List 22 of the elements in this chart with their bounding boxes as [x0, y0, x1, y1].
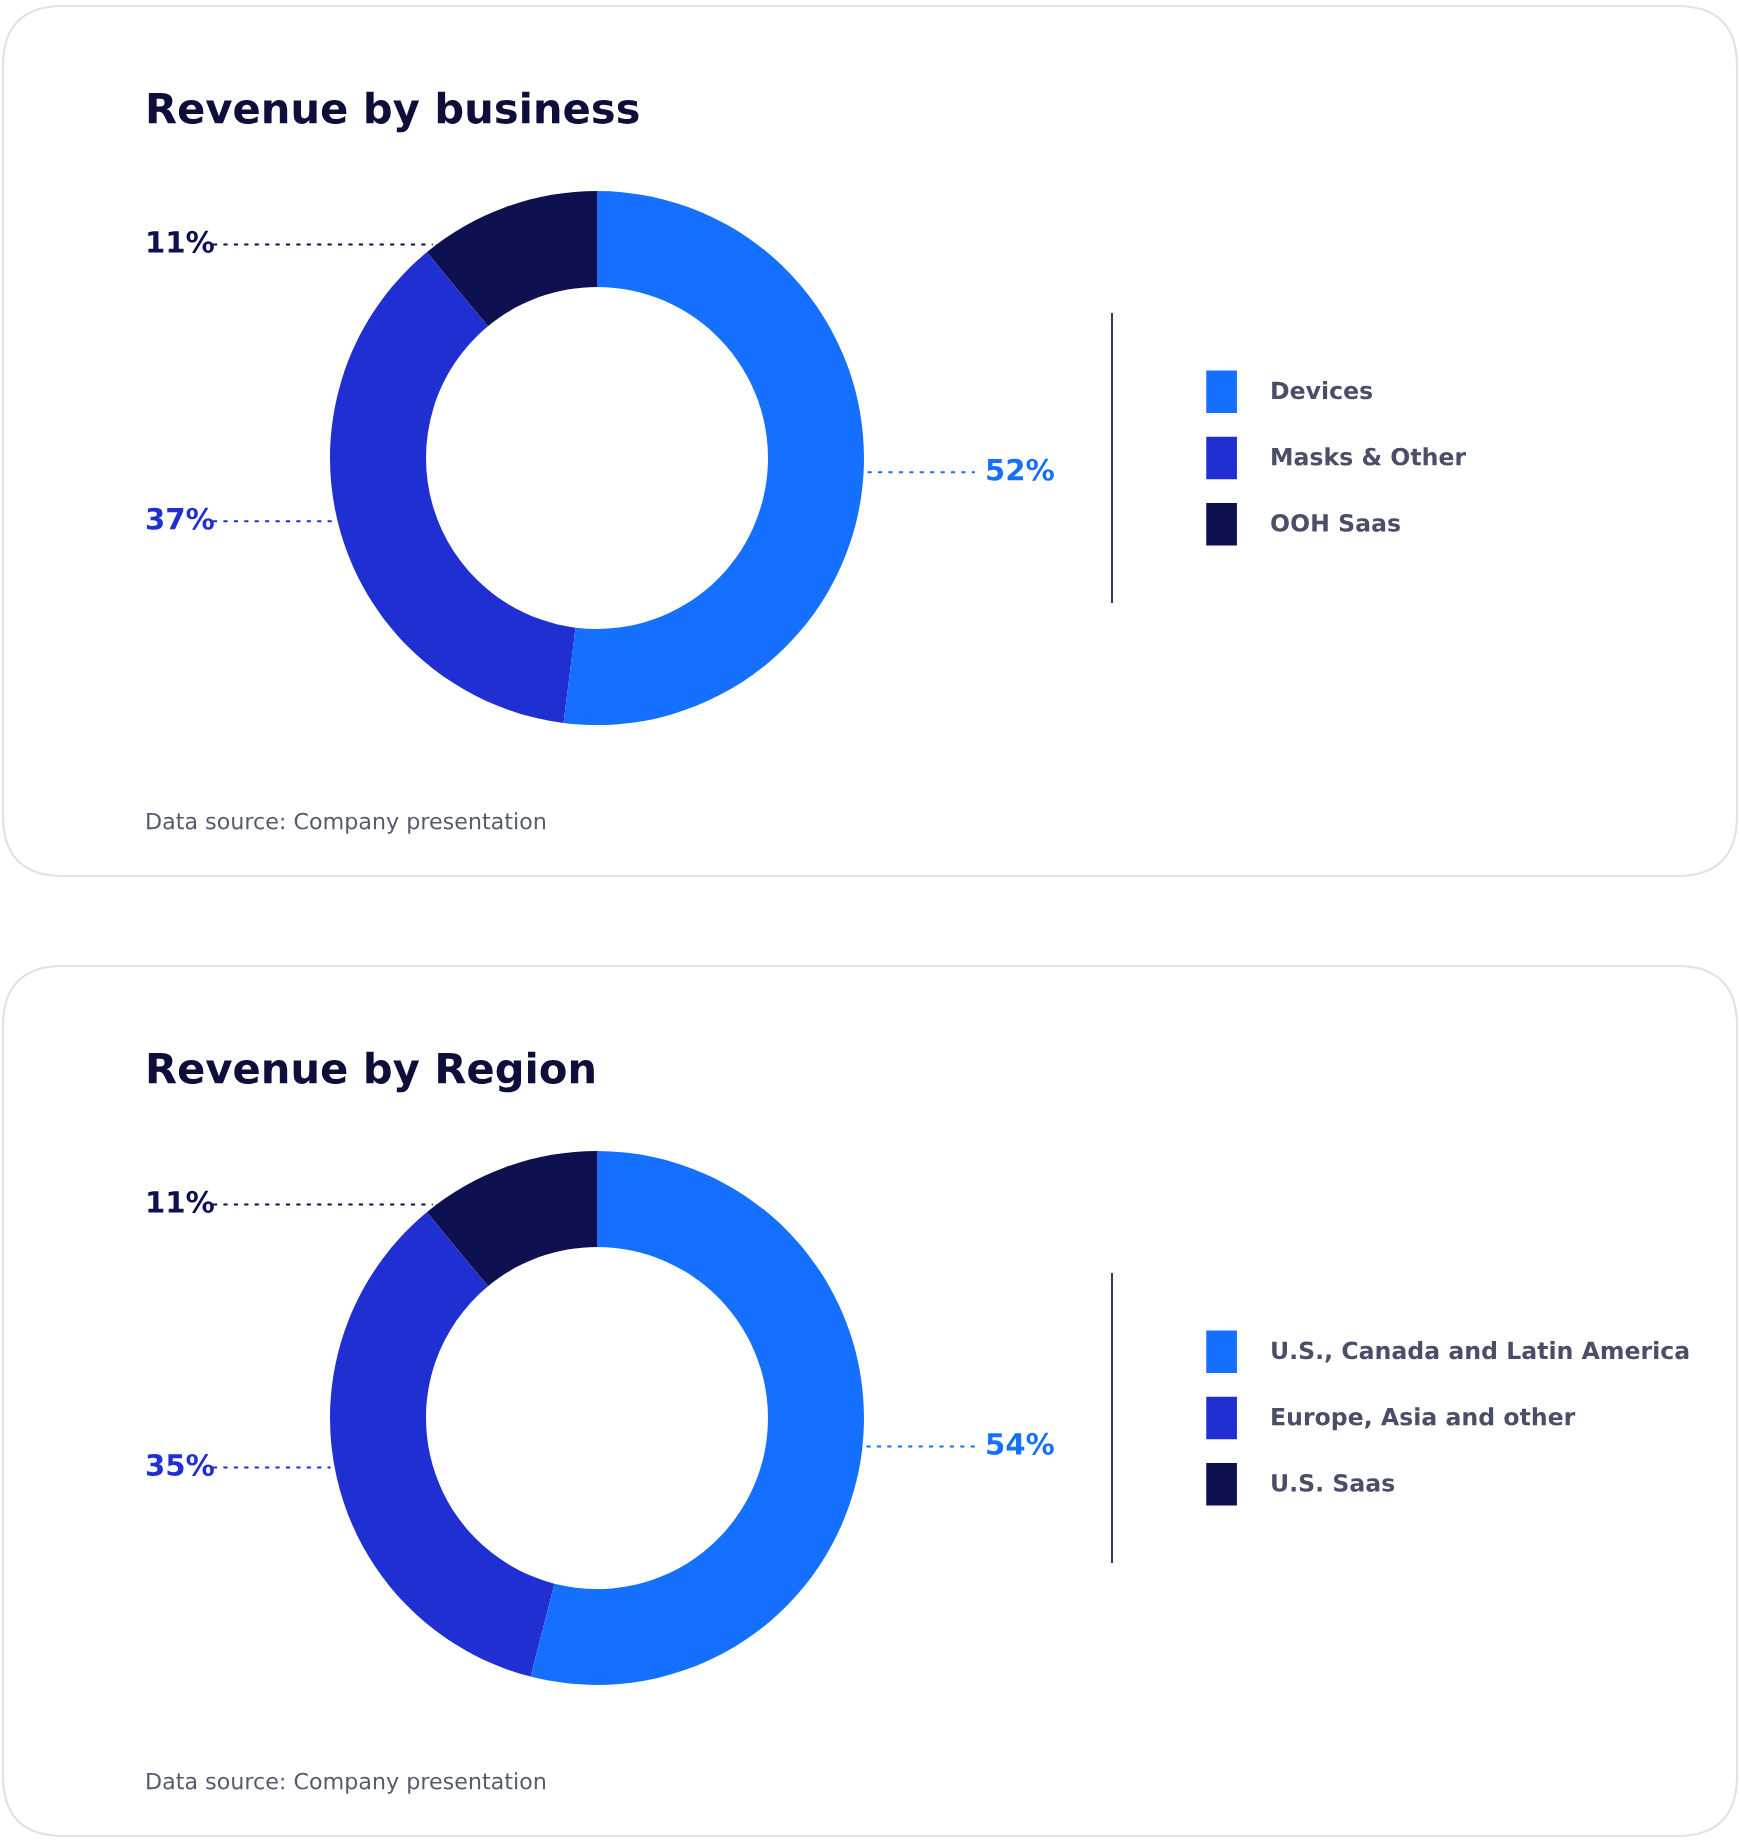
donut-slice	[563, 191, 864, 725]
legend-label: Masks & Other	[1272, 447, 1467, 466]
legend-label: Devices	[1272, 381, 1373, 400]
donut-slice	[530, 1151, 864, 1685]
legend-label: OOH Saas	[1271, 513, 1400, 532]
legend-label: Europe, Asia and other	[1272, 1407, 1576, 1431]
source-note: Data source: Company presentation	[147, 812, 545, 834]
chart-title: Revenue by business	[148, 91, 639, 133]
data-label: 37%	[146, 507, 214, 530]
data-label: 11%	[148, 230, 214, 253]
donut-slice	[426, 191, 597, 327]
legend-label: U.S. Saas	[1272, 1473, 1395, 1492]
source-note: Data source: Company presentation	[147, 1772, 545, 1794]
data-label: 35%	[146, 1453, 214, 1476]
legend-label: U.S., Canada and Latin America	[1272, 1341, 1689, 1363]
donut-slice	[426, 1151, 597, 1287]
donut-slice	[330, 1212, 555, 1677]
data-label: 52%	[987, 458, 1054, 481]
donut-slice	[330, 252, 576, 723]
data-label: 11%	[148, 1190, 214, 1213]
data-label: 54%	[987, 1432, 1054, 1455]
chart-title: Revenue by Region	[148, 1051, 594, 1093]
